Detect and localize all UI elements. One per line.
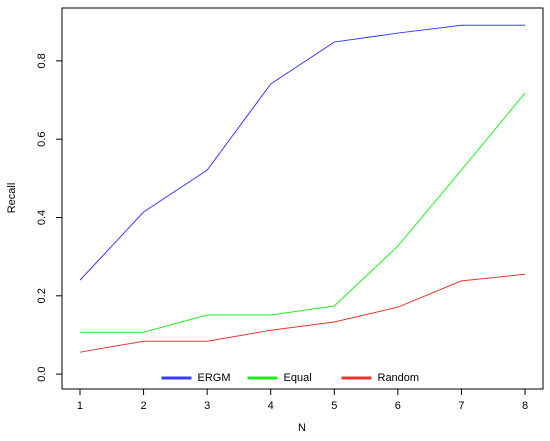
y-tick-label: 0.2 (36, 288, 48, 303)
y-tick-label: 0.0 (36, 366, 48, 381)
y-axis-label: Recall (6, 183, 18, 214)
x-tick-label: 3 (204, 400, 210, 412)
x-tick-label: 7 (458, 400, 464, 412)
legend-label: Equal (284, 372, 312, 384)
legend-label: Random (378, 372, 420, 384)
x-tick-label: 6 (395, 400, 401, 412)
x-tick-label: 1 (77, 400, 83, 412)
x-tick-label: 2 (141, 400, 147, 412)
line-series (79, 273, 526, 353)
x-tick-label: 4 (268, 400, 274, 412)
x-tick-label: 8 (522, 400, 528, 412)
x-axis-label: N (298, 422, 306, 434)
x-tick-label: 5 (331, 400, 337, 412)
plot-frame (61, 7, 544, 390)
line-series (79, 92, 526, 333)
line-series (79, 24, 526, 281)
y-tick-label: 0.6 (36, 132, 48, 147)
y-tick-label: 0.8 (36, 53, 48, 68)
y-tick-label: 0.4 (36, 210, 48, 225)
legend-label: ERGM (198, 372, 231, 384)
